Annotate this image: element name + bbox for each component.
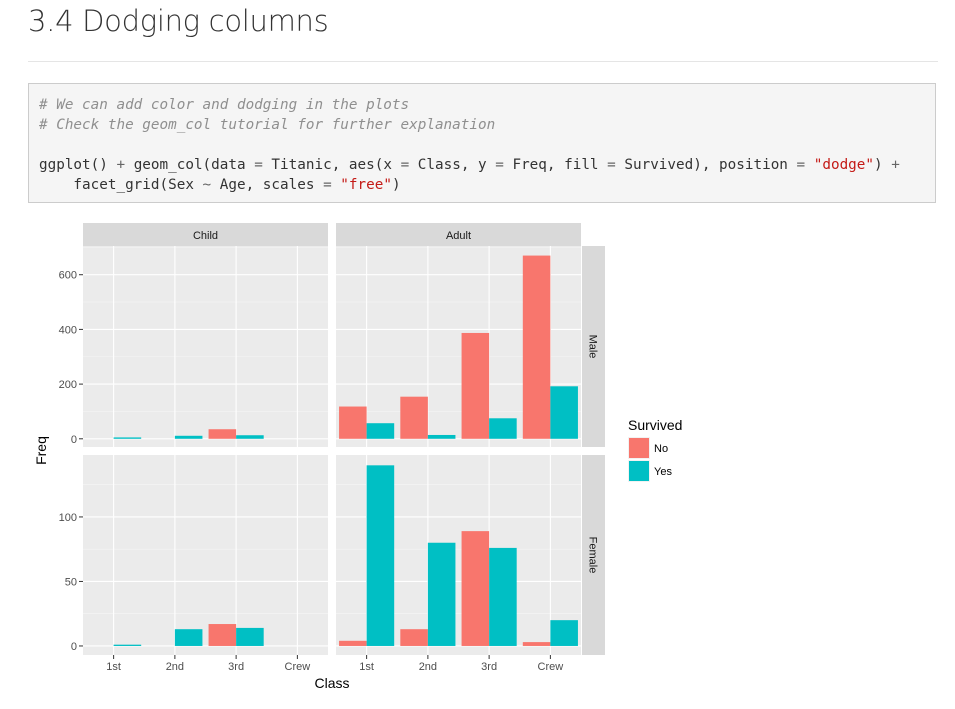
legend-item-label: Yes xyxy=(654,466,672,478)
bar-no xyxy=(461,531,490,646)
row-strip-label: Female xyxy=(587,537,599,574)
row-strip xyxy=(582,246,605,447)
bar-no xyxy=(208,429,237,439)
x-tick-label: 3rd xyxy=(481,661,497,673)
bar-yes xyxy=(427,434,456,439)
code-token: Titanic, aes(x xyxy=(262,157,401,173)
x-tick-label: Crew xyxy=(538,661,564,673)
code-token: Class, y xyxy=(409,157,496,173)
code-operator: = xyxy=(607,157,616,173)
y-tick-label: 100 xyxy=(59,512,77,524)
bar-yes xyxy=(366,465,395,646)
legend-item-label: No xyxy=(654,443,668,455)
bar-yes xyxy=(236,435,264,439)
code-token: ) xyxy=(391,177,401,193)
code-operator: + xyxy=(116,157,126,173)
code-token xyxy=(805,157,814,173)
bar-no xyxy=(339,406,367,439)
y-axis-title: Freq xyxy=(33,436,49,465)
code-string: "dodge" xyxy=(813,157,875,173)
code-line-ggplot: ggplot() + geom_col(data = Titanic, aes(… xyxy=(39,155,925,175)
bar-yes xyxy=(174,435,203,439)
code-token: () xyxy=(90,157,117,173)
code-token: geom_col(data xyxy=(125,157,255,173)
legend-swatch-yes xyxy=(629,461,649,481)
x-tick-label: 1st xyxy=(106,661,121,673)
code-string: "free" xyxy=(340,177,392,193)
code-blank-line xyxy=(39,135,925,155)
y-tick-label: 50 xyxy=(65,576,77,588)
legend-swatch-no xyxy=(629,438,649,458)
bar-yes xyxy=(366,423,395,439)
bar-yes xyxy=(113,437,142,439)
bar-no xyxy=(522,642,551,646)
col-strip xyxy=(83,223,328,246)
y-tick-label: 0 xyxy=(71,641,77,653)
bar-yes xyxy=(113,644,142,646)
bar-yes xyxy=(489,547,517,646)
faceted-bar-chart: Child Adult Male 0 200 400 600 Female 0 50 100 1st 2… xyxy=(33,223,682,691)
code-token: Survived), position xyxy=(615,157,797,173)
bar-no xyxy=(339,640,367,646)
bar-no xyxy=(522,255,551,439)
col-strip-label: Adult xyxy=(446,230,471,242)
bar-no xyxy=(208,624,237,646)
bar-yes xyxy=(427,542,456,646)
title-divider xyxy=(28,61,938,62)
code-token: Age, scales xyxy=(211,177,324,193)
x-axis-title: Class xyxy=(314,675,349,691)
row-strip xyxy=(582,455,605,655)
y-tick-label: 200 xyxy=(59,379,77,391)
code-comment-line: # We can add color and dodging in the pl… xyxy=(39,97,410,113)
code-operator: + xyxy=(891,157,900,173)
bar-yes xyxy=(174,629,203,646)
bar-no xyxy=(461,332,490,439)
x-tick-label: 2nd xyxy=(419,661,437,673)
code-operator: = xyxy=(796,157,806,173)
section-title: 3.4 Dodging columns xyxy=(28,4,329,38)
code-line-facet: facet_grid(Sex ~ Age, scales = "free") xyxy=(39,175,925,195)
code-block: # We can add color and dodging in the pl… xyxy=(28,83,936,203)
col-strip-label: Child xyxy=(193,230,218,242)
bar-no xyxy=(400,629,428,646)
bar-no xyxy=(400,396,428,439)
code-operator: = xyxy=(495,157,504,173)
bar-yes xyxy=(550,386,578,439)
y-tick-label: 600 xyxy=(59,270,77,282)
code-token: ggplot xyxy=(39,157,91,173)
y-tick-label: 400 xyxy=(59,324,77,336)
code-operator: = xyxy=(323,177,332,193)
row-strip-label: Male xyxy=(587,335,599,359)
code-token: ) xyxy=(874,157,892,173)
col-strip xyxy=(336,223,581,246)
x-tick-label: Crew xyxy=(285,661,311,673)
code-operator: = xyxy=(254,157,263,173)
code-operator: = xyxy=(400,157,410,173)
code-comment-line: # Check the geom_col tutorial for furthe… xyxy=(39,117,496,133)
x-tick-label: 3rd xyxy=(228,661,244,673)
x-tick-label: 1st xyxy=(359,661,374,673)
y-tick-label: 0 xyxy=(71,434,77,446)
bar-yes xyxy=(236,627,264,646)
panel-background xyxy=(83,455,328,655)
panel-background xyxy=(83,246,328,447)
code-token: Freq, fill xyxy=(503,157,608,173)
bar-yes xyxy=(550,620,578,646)
legend-title: Survived xyxy=(628,417,682,433)
bar-yes xyxy=(489,418,517,439)
code-operator: ~ xyxy=(202,177,212,193)
x-tick-label: 2nd xyxy=(166,661,184,673)
code-token xyxy=(332,177,341,193)
code-token: facet_grid(Sex xyxy=(39,177,203,193)
